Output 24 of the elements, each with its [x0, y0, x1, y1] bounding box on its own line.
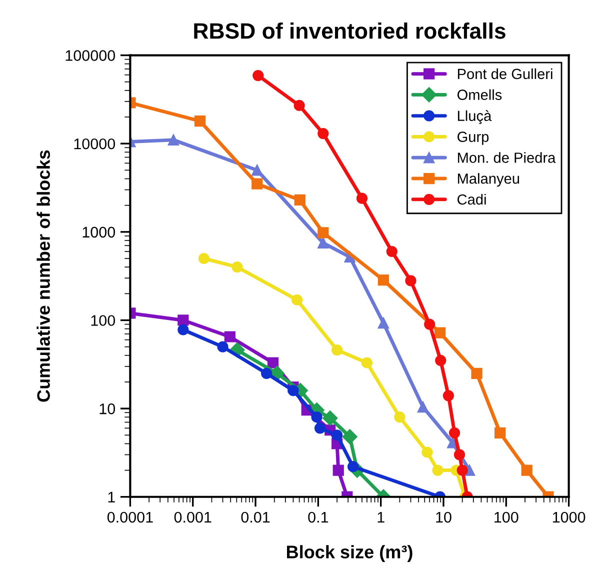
- legend-label: Malanyeu: [458, 173, 520, 187]
- legend-label: Omells: [457, 89, 502, 100]
- y-tick-label: 10000: [74, 138, 116, 150]
- legend-label: Cadi: [458, 194, 486, 205]
- legend-label: Pont de Gulleri: [458, 68, 552, 80]
- y-tick-label: 1: [108, 492, 115, 502]
- x-tick-label: 0.1: [308, 512, 328, 523]
- chart-title: RBSD of inventoried rockfalls: [194, 22, 506, 39]
- x-axis-title: Block size (m³): [287, 545, 412, 562]
- y-tick-label: 100: [91, 315, 116, 326]
- legend-label: Gurp: [458, 132, 489, 145]
- y-tick-label: 100000: [66, 50, 116, 61]
- legend-label: Mon. de Piedra: [458, 152, 556, 163]
- x-tick-label: 10: [436, 512, 452, 523]
- y-axis-title: Cumulative number of blocks: [36, 150, 50, 402]
- x-tick-label: 0.001: [174, 512, 212, 523]
- x-tick-label: 0.0001: [107, 512, 153, 523]
- x-tick-label: 1: [378, 512, 384, 523]
- y-tick-label: 1000: [82, 226, 116, 238]
- x-tick-label: 1000: [552, 512, 586, 523]
- x-tick-label: 100: [494, 512, 518, 523]
- legend-label: Lluçà: [458, 110, 492, 124]
- y-tick-label: 10: [100, 403, 116, 414]
- x-tick-label: 0.01: [241, 512, 270, 523]
